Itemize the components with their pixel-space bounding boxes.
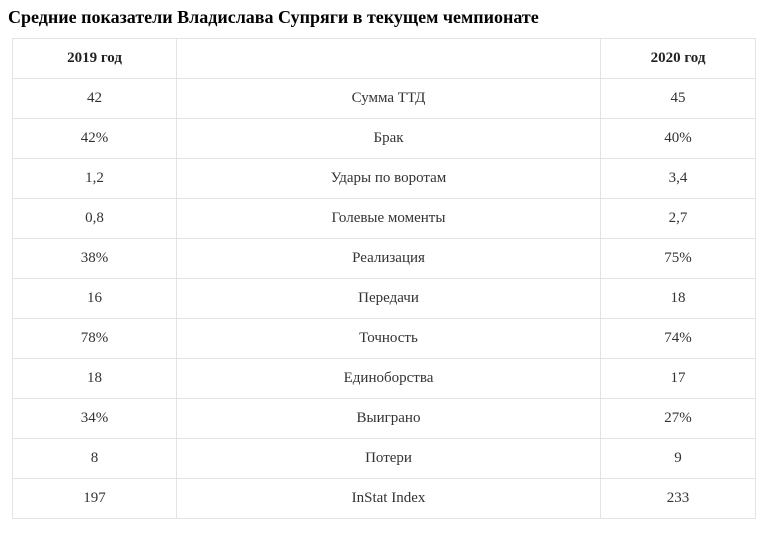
value-2019-cell: 0,8 (12, 198, 177, 239)
stats-table: 2019 год 2020 год 42 Сумма ТТД 45 42% Брак 40… (12, 38, 756, 519)
table-row: 38% Реализация 75% (12, 238, 756, 279)
table-header-row: 2019 год 2020 год (12, 38, 756, 79)
value-2019-cell: 197 (12, 478, 177, 519)
value-2019-cell: 34% (12, 398, 177, 439)
table-row: 8 Потери 9 (12, 438, 756, 479)
value-2020-cell: 40% (600, 118, 756, 159)
metric-label-cell: Точность (176, 318, 601, 359)
page-title: Средние показатели Владислава Супряги в … (8, 7, 539, 27)
metric-label-cell: Выиграно (176, 398, 601, 439)
header-2019-cell: 2019 год (12, 38, 177, 79)
value-2020-cell: 75% (600, 238, 756, 279)
value-2020-cell: 3,4 (600, 158, 756, 199)
value-2019-cell: 1,2 (12, 158, 177, 199)
metric-label-cell: Голевые моменты (176, 198, 601, 239)
metric-label-cell: Передачи (176, 278, 601, 319)
table-row: 0,8 Голевые моменты 2,7 (12, 198, 756, 239)
value-2019-cell: 42 (12, 78, 177, 119)
table-row: 197 InStat Index 233 (12, 478, 756, 519)
table-row: 34% Выиграно 27% (12, 398, 756, 439)
value-2019-cell: 16 (12, 278, 177, 319)
value-2019-cell: 42% (12, 118, 177, 159)
value-2019-cell: 8 (12, 438, 177, 479)
metric-label-cell: Реализация (176, 238, 601, 279)
value-2019-cell: 78% (12, 318, 177, 359)
header-metric-cell (176, 38, 601, 79)
value-2020-cell: 27% (600, 398, 756, 439)
metric-label-cell: Сумма ТТД (176, 78, 601, 119)
value-2020-cell: 2,7 (600, 198, 756, 239)
table-row: 1,2 Удары по воротам 3,4 (12, 158, 756, 199)
table-body: 42 Сумма ТТД 45 42% Брак 40% 1,2 Удары по ворот… (12, 78, 756, 519)
value-2020-cell: 9 (600, 438, 756, 479)
metric-label-cell: InStat Index (176, 478, 601, 519)
table-row: 42% Брак 40% (12, 118, 756, 159)
value-2019-cell: 38% (12, 238, 177, 279)
table-row: 78% Точность 74% (12, 318, 756, 359)
value-2020-cell: 17 (600, 358, 756, 399)
metric-label-cell: Удары по воротам (176, 158, 601, 199)
table-row: 18 Единоборства 17 (12, 358, 756, 399)
metric-label-cell: Единоборства (176, 358, 601, 399)
table-row: 16 Передачи 18 (12, 278, 756, 319)
value-2020-cell: 18 (600, 278, 756, 319)
table-row: 42 Сумма ТТД 45 (12, 78, 756, 119)
page: Средние показатели Владислава Супряги в … (0, 6, 761, 536)
header-2020-cell: 2020 год (600, 38, 756, 79)
value-2019-cell: 18 (12, 358, 177, 399)
value-2020-cell: 74% (600, 318, 756, 359)
value-2020-cell: 45 (600, 78, 756, 119)
value-2020-cell: 233 (600, 478, 756, 519)
metric-label-cell: Потери (176, 438, 601, 479)
metric-label-cell: Брак (176, 118, 601, 159)
